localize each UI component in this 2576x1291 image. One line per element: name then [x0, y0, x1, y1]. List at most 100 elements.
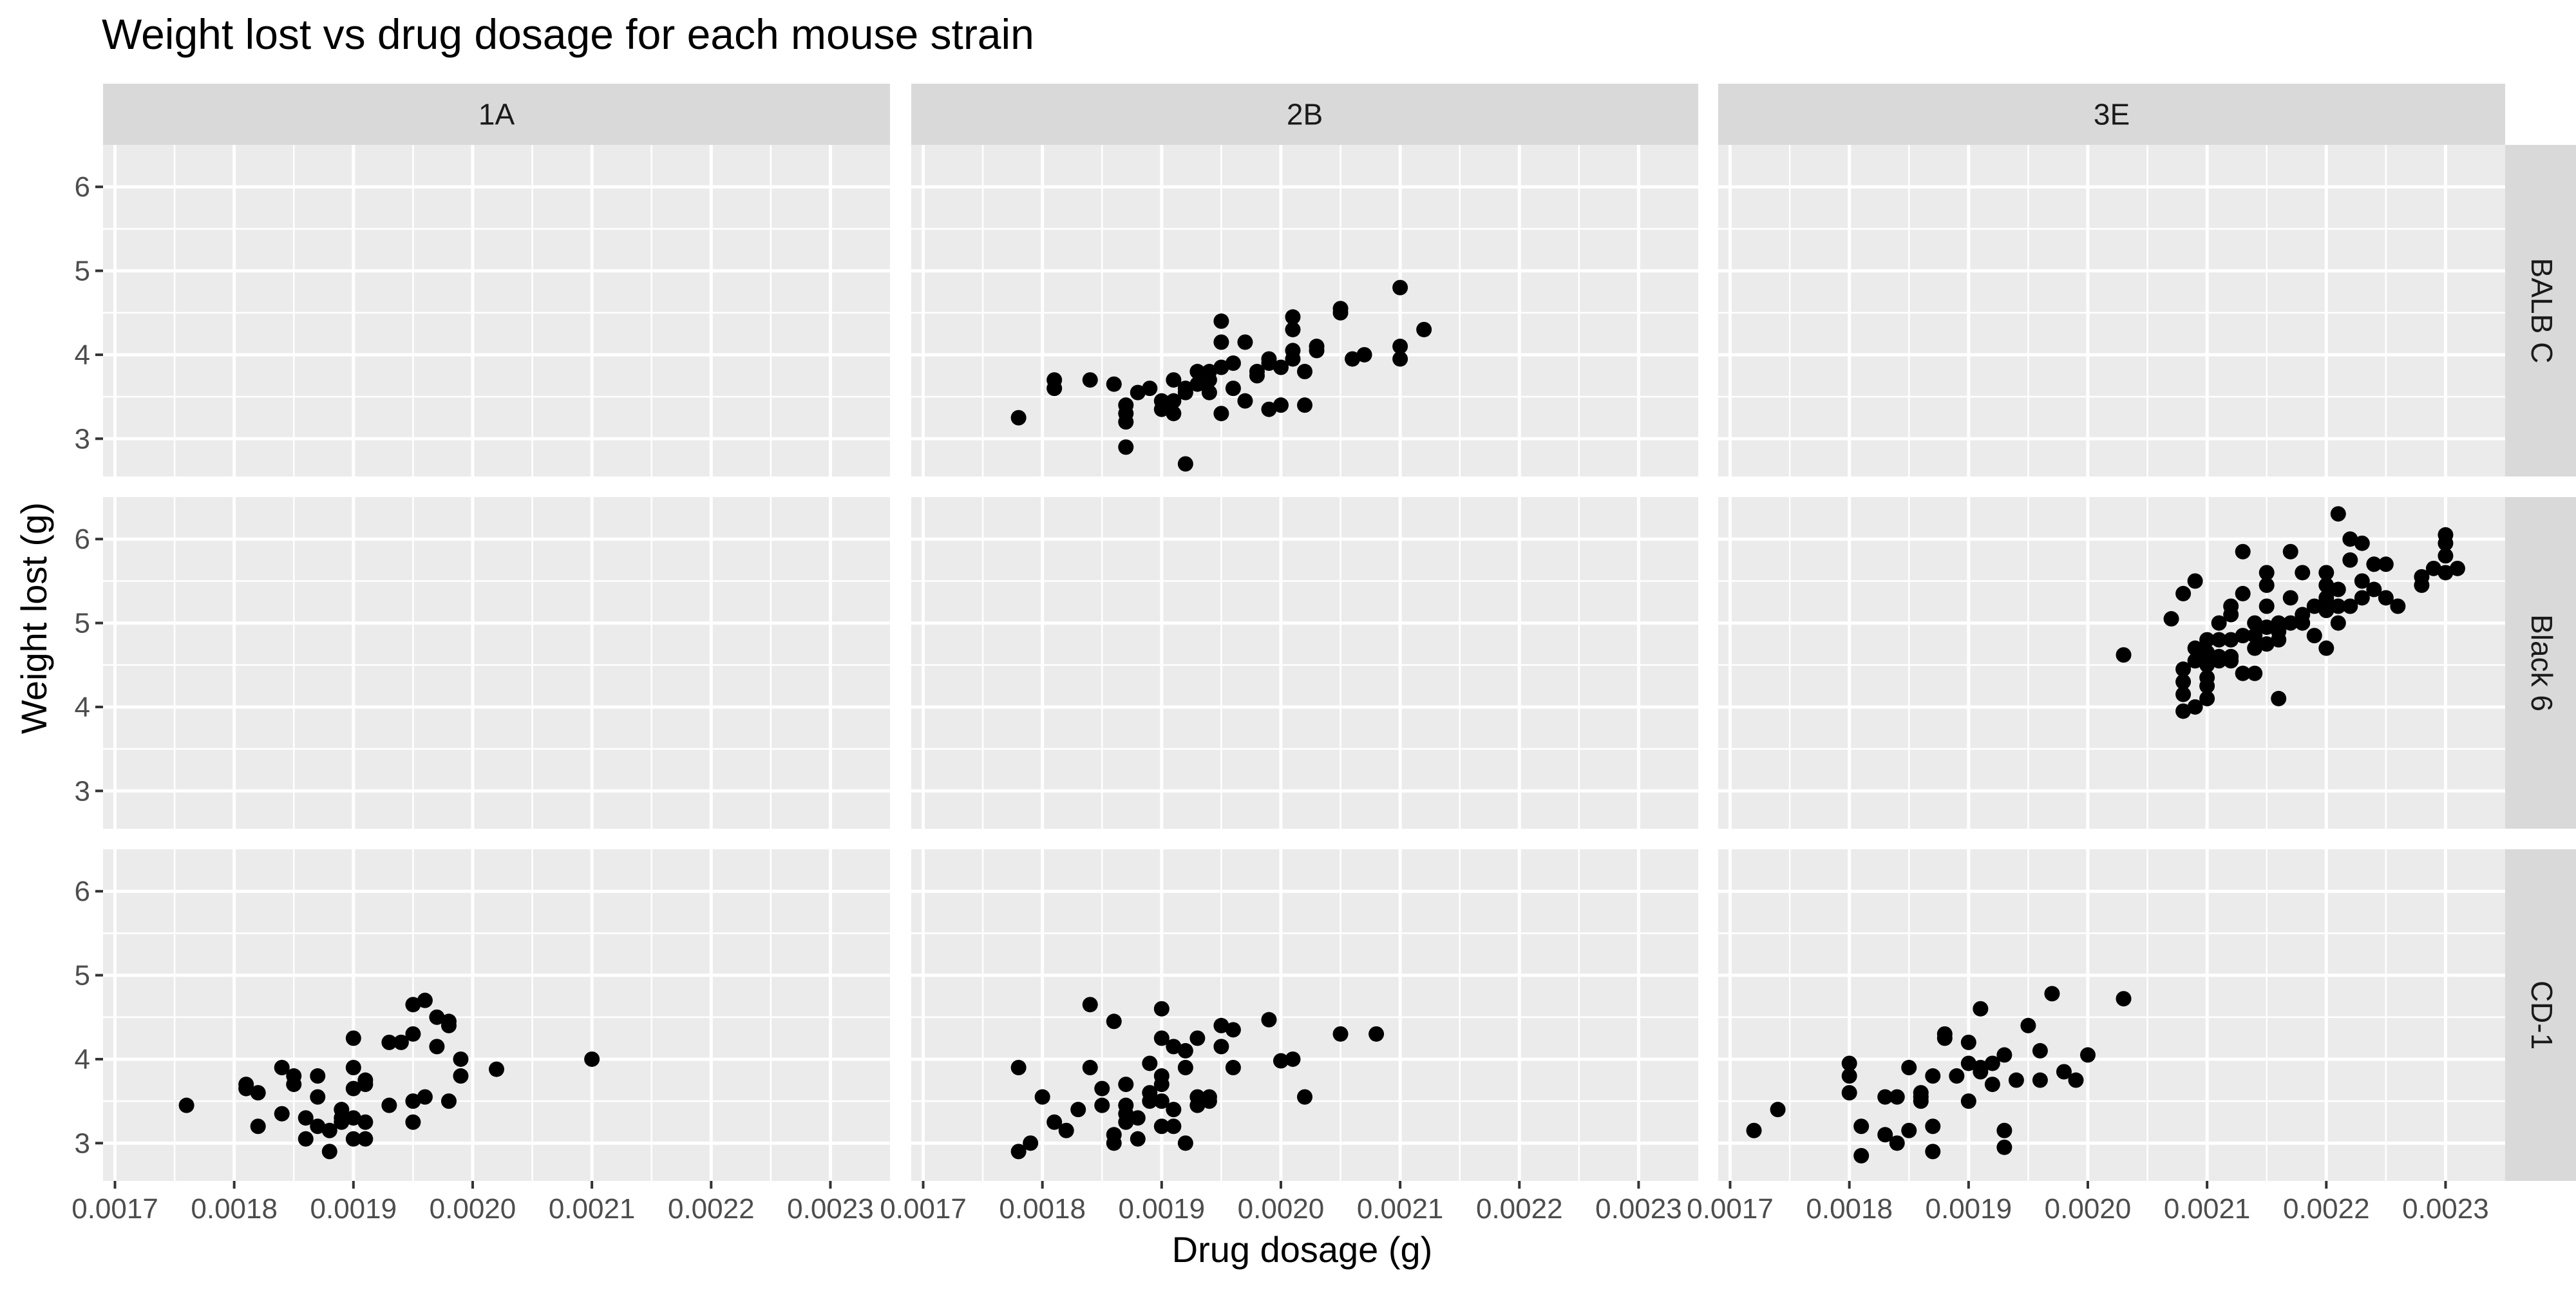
- y-tick-label: 4: [75, 339, 90, 371]
- data-point: [178, 1097, 194, 1113]
- data-point: [357, 1072, 374, 1088]
- x-tick-label: 0.0021: [2164, 1193, 2251, 1225]
- y-tick-label: 5: [75, 960, 90, 992]
- data-point: [429, 1039, 445, 1055]
- panel-black-6-1a: [103, 497, 890, 829]
- data-point: [1925, 1144, 1941, 1160]
- data-point: [1034, 1089, 1050, 1105]
- data-point: [1261, 1012, 1277, 1028]
- data-point: [2223, 607, 2239, 623]
- data-point: [2175, 686, 2192, 702]
- data-point: [1010, 1059, 1027, 1075]
- data-point: [2330, 581, 2346, 598]
- data-point: [1237, 393, 1253, 409]
- x-tick-label: 0.0019: [1926, 1193, 2012, 1225]
- data-point: [250, 1118, 266, 1135]
- y-tick-label: 6: [75, 523, 90, 555]
- data-point: [1153, 1118, 1170, 1135]
- data-point: [2187, 573, 2203, 589]
- x-tick-label: 0.0017: [71, 1193, 158, 1225]
- data-point: [1356, 346, 1372, 363]
- facet-grid: 1A 2B 3E BALB C Black 6 CD-1 3 4 5 6 3 4 5 6 3 4 5 6 0.001…: [71, 84, 2576, 1225]
- data-point: [1225, 381, 1241, 397]
- data-point: [1070, 1102, 1086, 1118]
- data-point: [1853, 1147, 1870, 1164]
- data-point: [2235, 665, 2251, 681]
- data-point: [1201, 364, 1217, 380]
- x-axis-label: Drug dosage (g): [1172, 1229, 1433, 1270]
- data-point: [405, 1026, 421, 1042]
- data-point: [2211, 653, 2227, 669]
- x-tick-label: 0.0019: [1119, 1193, 1206, 1225]
- data-point: [321, 1144, 337, 1160]
- data-point: [1770, 1102, 1786, 1118]
- panel-balb-c-3e: [1718, 145, 2505, 476]
- data-point: [2079, 1047, 2096, 1063]
- data-point: [310, 1089, 326, 1105]
- data-point: [345, 1131, 361, 1147]
- data-point: [417, 992, 433, 1008]
- facet-strip-col-2b: [911, 84, 1698, 145]
- panel-cd-1-3e: [1718, 849, 2505, 1181]
- data-point: [2318, 577, 2334, 593]
- facet-strip-label: BALB C: [2525, 258, 2559, 364]
- data-point: [2044, 986, 2060, 1002]
- data-point: [1392, 279, 1408, 296]
- data-point: [2199, 678, 2215, 694]
- data-point: [429, 1009, 445, 1025]
- data-point: [2318, 603, 2334, 619]
- data-point: [2259, 636, 2275, 652]
- data-point: [1297, 1089, 1312, 1105]
- panel-black-6-2b: [911, 497, 1698, 829]
- y-tick-label: 6: [75, 171, 90, 203]
- x-tick-label: 0.0022: [2283, 1193, 2370, 1225]
- data-point: [2008, 1072, 2024, 1088]
- data-point: [1118, 1077, 1134, 1093]
- data-point: [2438, 548, 2454, 564]
- data-point: [2354, 573, 2370, 589]
- x-tick-label: 0.0018: [191, 1193, 278, 1225]
- data-point: [1177, 1042, 1193, 1059]
- data-point: [2259, 619, 2275, 636]
- data-point: [1237, 334, 1253, 350]
- data-point: [1046, 1114, 1063, 1130]
- data-point: [2330, 598, 2346, 614]
- data-point: [1094, 1097, 1110, 1113]
- x-tick-label: 0.0020: [1238, 1193, 1325, 1225]
- data-point: [1996, 1047, 2012, 1063]
- x-tick-label: 0.0020: [430, 1193, 516, 1225]
- x-tick-label: 0.0019: [310, 1193, 397, 1225]
- data-point: [1010, 410, 1027, 426]
- data-point: [1118, 439, 1134, 455]
- x-tick-label: 0.0021: [1357, 1193, 1444, 1225]
- data-point: [2295, 565, 2311, 581]
- data-point: [1189, 376, 1206, 392]
- data-point: [1130, 384, 1146, 400]
- data-point: [1106, 1013, 1122, 1030]
- data-point: [1913, 1089, 1929, 1105]
- data-point: [1225, 1059, 1241, 1075]
- data-point: [1368, 1026, 1385, 1042]
- data-point: [1082, 372, 1098, 388]
- data-point: [1166, 406, 1182, 422]
- data-point: [1416, 321, 1432, 337]
- facet-strip-col-3e: [1718, 84, 2505, 145]
- data-point: [238, 1080, 254, 1097]
- facet-strip-col-1a: [103, 84, 890, 145]
- data-point: [405, 1114, 421, 1130]
- panel-cd-1-1a: [103, 849, 890, 1181]
- data-point: [381, 1034, 397, 1050]
- data-point: [1309, 343, 1325, 359]
- data-point: [2449, 560, 2465, 576]
- y-tick-label: 3: [75, 423, 90, 455]
- data-point: [1297, 397, 1312, 413]
- y-tick-label: 5: [75, 608, 90, 639]
- data-point: [1094, 1080, 1110, 1097]
- data-point: [2235, 585, 2251, 601]
- data-point: [1118, 1106, 1134, 1122]
- data-point: [1925, 1118, 1941, 1135]
- data-point: [2342, 552, 2358, 568]
- data-point: [1106, 1135, 1122, 1151]
- data-point: [393, 1034, 409, 1050]
